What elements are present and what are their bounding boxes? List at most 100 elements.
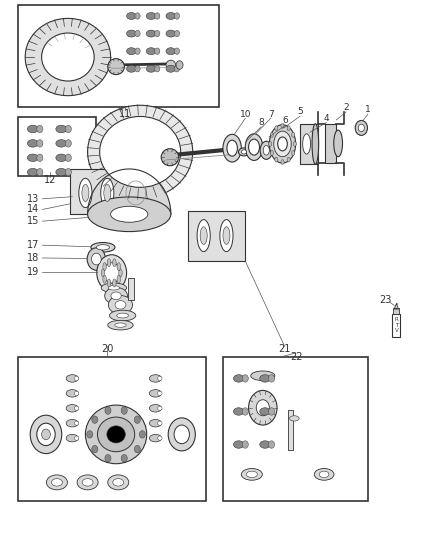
Ellipse shape xyxy=(107,279,111,287)
Text: 22: 22 xyxy=(290,352,302,362)
Ellipse shape xyxy=(66,434,78,442)
Bar xyxy=(128,278,134,300)
Ellipse shape xyxy=(46,475,67,490)
Ellipse shape xyxy=(82,479,93,486)
Circle shape xyxy=(135,13,140,19)
Ellipse shape xyxy=(27,154,39,161)
Ellipse shape xyxy=(117,263,120,271)
Ellipse shape xyxy=(238,148,250,156)
Ellipse shape xyxy=(149,405,162,412)
Ellipse shape xyxy=(303,134,311,154)
Text: R: R xyxy=(395,317,398,322)
Ellipse shape xyxy=(101,283,127,293)
Ellipse shape xyxy=(275,126,278,131)
Ellipse shape xyxy=(270,150,273,156)
Text: 4: 4 xyxy=(324,114,329,123)
Ellipse shape xyxy=(233,408,244,415)
Ellipse shape xyxy=(66,375,78,382)
Circle shape xyxy=(268,441,275,448)
Circle shape xyxy=(37,168,43,176)
Ellipse shape xyxy=(74,406,79,410)
Bar xyxy=(393,308,399,314)
Ellipse shape xyxy=(168,418,195,451)
Circle shape xyxy=(358,124,364,132)
Ellipse shape xyxy=(127,66,136,72)
Ellipse shape xyxy=(66,390,78,397)
Circle shape xyxy=(155,13,160,19)
Text: 11: 11 xyxy=(119,109,131,118)
Text: 23: 23 xyxy=(379,295,392,304)
Ellipse shape xyxy=(107,426,125,443)
Ellipse shape xyxy=(77,475,98,490)
Bar xyxy=(223,357,368,501)
Ellipse shape xyxy=(27,125,39,133)
Ellipse shape xyxy=(268,142,272,147)
Ellipse shape xyxy=(42,33,94,81)
Text: 17: 17 xyxy=(27,240,39,250)
Ellipse shape xyxy=(241,150,247,154)
Text: 5: 5 xyxy=(297,108,303,116)
Text: 18: 18 xyxy=(27,253,39,263)
Ellipse shape xyxy=(56,125,67,133)
Ellipse shape xyxy=(260,408,270,415)
Circle shape xyxy=(139,431,145,438)
Ellipse shape xyxy=(293,142,296,147)
Ellipse shape xyxy=(74,421,79,425)
Circle shape xyxy=(135,66,140,72)
Bar xyxy=(188,211,245,261)
Ellipse shape xyxy=(166,30,176,37)
Ellipse shape xyxy=(233,375,244,382)
Circle shape xyxy=(87,431,93,438)
Text: 15: 15 xyxy=(27,216,39,226)
Circle shape xyxy=(242,408,248,415)
Circle shape xyxy=(105,407,111,414)
Ellipse shape xyxy=(281,160,284,165)
Circle shape xyxy=(155,30,160,37)
Ellipse shape xyxy=(88,106,193,199)
Text: 1: 1 xyxy=(365,106,371,114)
Ellipse shape xyxy=(85,405,147,464)
Circle shape xyxy=(134,446,141,453)
Ellipse shape xyxy=(158,406,162,410)
Ellipse shape xyxy=(158,391,162,395)
Text: 7: 7 xyxy=(268,110,274,118)
Ellipse shape xyxy=(96,245,110,250)
Ellipse shape xyxy=(263,146,269,155)
Ellipse shape xyxy=(292,132,295,137)
Ellipse shape xyxy=(246,471,257,478)
Circle shape xyxy=(174,30,180,37)
Circle shape xyxy=(134,416,141,423)
Ellipse shape xyxy=(256,400,269,416)
Ellipse shape xyxy=(101,178,114,207)
Ellipse shape xyxy=(146,66,156,72)
Ellipse shape xyxy=(108,475,129,490)
Ellipse shape xyxy=(260,375,270,382)
Circle shape xyxy=(92,416,98,423)
Ellipse shape xyxy=(103,263,120,283)
Ellipse shape xyxy=(312,124,319,164)
Ellipse shape xyxy=(99,117,180,188)
Ellipse shape xyxy=(146,12,156,20)
Polygon shape xyxy=(88,169,171,214)
Ellipse shape xyxy=(260,141,272,159)
Ellipse shape xyxy=(290,416,299,421)
Circle shape xyxy=(242,441,248,448)
Text: 10: 10 xyxy=(240,110,251,118)
Ellipse shape xyxy=(251,371,275,381)
Text: 14: 14 xyxy=(27,205,39,214)
Circle shape xyxy=(268,375,275,382)
Ellipse shape xyxy=(30,415,62,454)
Ellipse shape xyxy=(108,286,120,290)
Ellipse shape xyxy=(56,154,67,161)
Ellipse shape xyxy=(42,429,50,440)
Ellipse shape xyxy=(166,48,176,55)
Circle shape xyxy=(105,455,111,462)
Ellipse shape xyxy=(166,66,176,72)
Ellipse shape xyxy=(149,375,162,382)
Ellipse shape xyxy=(103,263,106,271)
Ellipse shape xyxy=(292,150,295,156)
Ellipse shape xyxy=(74,436,79,440)
Ellipse shape xyxy=(88,197,171,231)
Bar xyxy=(392,314,400,337)
Text: V: V xyxy=(395,328,398,333)
